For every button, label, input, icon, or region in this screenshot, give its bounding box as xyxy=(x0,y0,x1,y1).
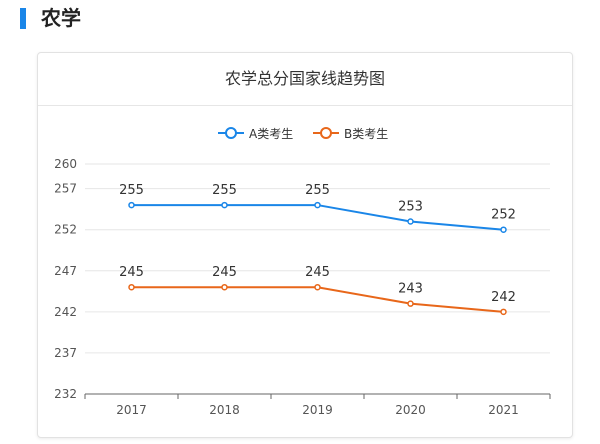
legend-label: A类考生 xyxy=(249,127,293,141)
data-point xyxy=(221,201,228,209)
legend-label: B类考生 xyxy=(344,127,388,141)
data-point xyxy=(128,283,135,291)
data-label: 243 xyxy=(398,282,423,297)
data-point xyxy=(500,308,507,316)
data-point xyxy=(221,283,228,291)
y-tick-label: 237 xyxy=(54,346,77,360)
x-tick-label: 2018 xyxy=(209,403,240,417)
y-tick-label: 260 xyxy=(54,157,77,171)
data-label: 242 xyxy=(491,290,516,305)
data-label: 245 xyxy=(212,265,237,280)
legend-marker-icon xyxy=(320,127,332,139)
data-point xyxy=(314,283,321,291)
y-tick-label: 252 xyxy=(54,223,77,237)
chart-title: 农学总分国家线趋势图 xyxy=(38,53,572,106)
chart-card: 农学总分国家线趋势图 xyxy=(37,52,573,438)
data-label: 255 xyxy=(305,183,330,198)
data-label: 255 xyxy=(212,183,237,198)
series-line xyxy=(131,204,504,231)
data-point xyxy=(314,201,321,209)
series-line xyxy=(131,286,504,313)
x-tick-label: 2019 xyxy=(302,403,333,417)
data-point xyxy=(500,226,507,233)
y-tick-label: 257 xyxy=(54,182,77,196)
section-title: 农学 xyxy=(41,6,81,30)
data-label: 245 xyxy=(119,265,144,280)
section-accent-bar xyxy=(20,8,26,29)
data-point xyxy=(407,300,414,307)
y-tick-label: 232 xyxy=(54,387,77,401)
data-label: 245 xyxy=(305,265,330,280)
data-label: 255 xyxy=(119,183,144,198)
data-label: 252 xyxy=(491,208,516,223)
data-label: 253 xyxy=(398,200,423,215)
data-point xyxy=(407,218,414,225)
x-tick-label: 2017 xyxy=(116,403,147,417)
x-tick-label: 2021 xyxy=(488,403,519,417)
y-tick-label: 242 xyxy=(54,305,77,319)
data-point xyxy=(128,201,135,209)
legend-marker-icon xyxy=(225,127,237,139)
y-tick-label: 247 xyxy=(54,264,77,278)
x-tick-label: 2020 xyxy=(395,403,426,417)
